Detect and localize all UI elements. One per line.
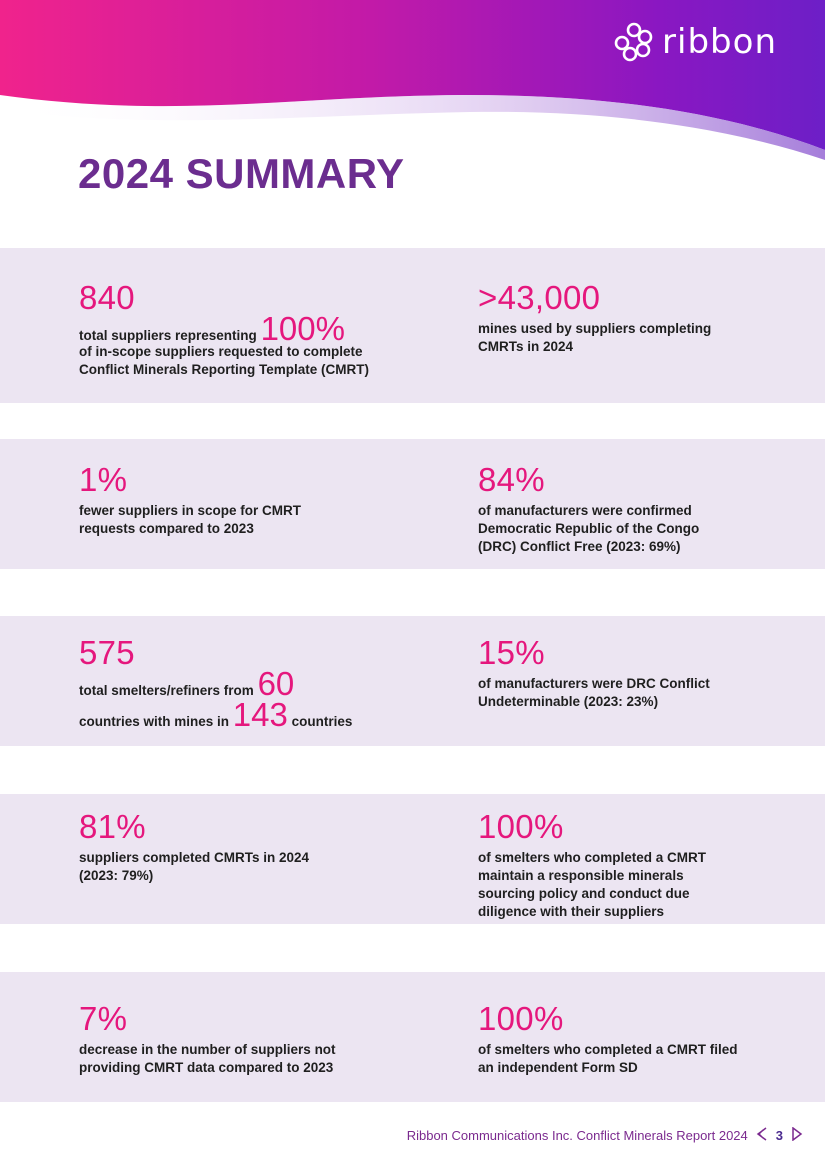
stat-completed-cmrts: 81% suppliers completed CMRTs in 2024 (2… xyxy=(79,810,339,885)
ribbon-logo-icon xyxy=(614,22,653,62)
stat-line: total smelters/refiners from 60 xyxy=(79,667,399,700)
stat-inline-value: 100% xyxy=(260,310,345,347)
footer-text: Ribbon Communications Inc. Conflict Mine… xyxy=(406,1128,748,1143)
stat-value: 100% xyxy=(478,808,564,845)
stat-description: of smelters who completed a CMRT maintai… xyxy=(478,850,707,919)
stat-value: 840 xyxy=(79,279,135,316)
stat-value: 7% xyxy=(79,1000,128,1037)
stat-description: suppliers completed CMRTs in 2024 (2023:… xyxy=(79,850,310,883)
page-title: 2024 SUMMARY xyxy=(78,150,405,197)
stat-value: 81% xyxy=(79,808,146,845)
previous-page-icon[interactable] xyxy=(756,1127,768,1144)
page-number: 3 xyxy=(775,1128,783,1143)
summary-row-4: 81% suppliers completed CMRTs in 2024 (2… xyxy=(0,794,825,924)
stat-value: 1% xyxy=(79,461,128,498)
stat-description: of manufacturers were confirmed Democrat… xyxy=(478,503,700,554)
header-wave: ribbon xyxy=(0,0,825,170)
stat-description: of smelters who completed a CMRT filed a… xyxy=(478,1042,738,1075)
stat-text: total smelters/refiners from xyxy=(79,683,254,698)
next-page-icon[interactable] xyxy=(791,1126,803,1144)
stat-description: decrease in the number of suppliers not … xyxy=(79,1042,336,1075)
ribbon-logo: ribbon xyxy=(614,22,777,62)
summary-row-5: 7% decrease in the number of suppliers n… xyxy=(0,972,825,1102)
stat-smelters-refiners: 575 total smelters/refiners from 60 coun… xyxy=(79,636,399,731)
stat-fewer-suppliers: 1% fewer suppliers in scope for CMRT req… xyxy=(79,463,339,538)
stat-value: 100% xyxy=(478,1000,564,1037)
page-footer: Ribbon Communications Inc. Conflict Mine… xyxy=(406,1126,803,1144)
summary-row-2: 1% fewer suppliers in scope for CMRT req… xyxy=(0,439,825,569)
stat-description: mines used by suppliers completing CMRTs… xyxy=(478,321,712,354)
stat-inline-value: 143 xyxy=(232,696,288,733)
stat-line: Conflict Minerals Reporting Template (CM… xyxy=(79,362,370,377)
stat-value: 15% xyxy=(478,634,545,671)
stat-value: 575 xyxy=(79,634,135,671)
stat-value: >43,000 xyxy=(478,279,601,316)
logo-text: ribbon xyxy=(662,22,777,62)
stat-line: total suppliers representing 100% xyxy=(79,312,399,345)
summary-row-1: 840 total suppliers representing 100% of… xyxy=(0,248,825,403)
stat-smelters-policy: 100% of smelters who completed a CMRT ma… xyxy=(478,810,738,921)
stat-mines-used: >43,000 mines used by suppliers completi… xyxy=(478,281,748,356)
stat-line: countries with mines in 143 countries xyxy=(79,698,399,731)
stat-description: fewer suppliers in scope for CMRT reques… xyxy=(79,503,302,536)
stat-decrease-suppliers: 7% decrease in the number of suppliers n… xyxy=(79,1002,379,1077)
stat-text: countries xyxy=(291,714,353,729)
stat-description: of manufacturers were DRC Conflict Undet… xyxy=(478,676,710,709)
stat-undeterminable: 15% of manufacturers were DRC Conflict U… xyxy=(478,636,748,711)
stat-line: of in-scope suppliers requested to compl… xyxy=(79,344,363,359)
stat-text: countries with mines in xyxy=(79,714,230,729)
stat-form-sd: 100% of smelters who completed a CMRT fi… xyxy=(478,1002,748,1077)
stat-text: total suppliers representing xyxy=(79,328,257,343)
stat-value: 84% xyxy=(478,461,545,498)
stat-inline-value: 60 xyxy=(257,665,295,702)
stat-total-suppliers: 840 total suppliers representing 100% of… xyxy=(79,281,399,379)
summary-row-3: 575 total smelters/refiners from 60 coun… xyxy=(0,616,825,746)
stat-conflict-free: 84% of manufacturers were confirmed Demo… xyxy=(478,463,738,556)
